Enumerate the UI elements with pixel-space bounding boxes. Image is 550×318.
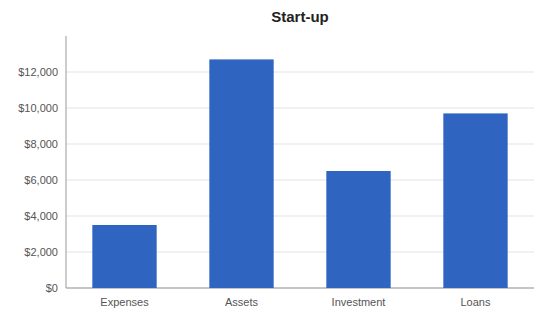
grid-line: [66, 72, 534, 73]
bars: [92, 59, 507, 288]
x-tick-label: Assets: [225, 296, 259, 308]
chart-container: Start-up $0 $2,000 $4,000 $6,000 $8,000 $10,00…: [0, 0, 550, 318]
y-tick-label: $6,000: [24, 174, 58, 186]
grid-line: [66, 108, 534, 109]
chart-svg: Start-up $0 $2,000 $4,000 $6,000 $8,000 $10,00…: [0, 0, 550, 318]
y-tick-label: $0: [46, 282, 58, 294]
y-tick-label: $4,000: [24, 210, 58, 222]
y-axis-line: [66, 36, 67, 288]
bar: [326, 171, 390, 288]
y-tick-label: $8,000: [24, 138, 58, 150]
bar: [443, 113, 507, 288]
bar: [92, 225, 156, 288]
bar: [209, 59, 273, 288]
title: Start-up: [271, 8, 329, 25]
grid: [66, 72, 534, 288]
y-tick-label: $2,000: [24, 246, 58, 258]
x-tick-label: Investment: [332, 296, 386, 308]
y-tick-label: $10,000: [18, 102, 58, 114]
x-tick-label: Expenses: [100, 296, 149, 308]
x-axis-ticks: Expenses Assets Investment Loans: [100, 296, 491, 308]
y-axis-ticks: $0 $2,000 $4,000 $6,000 $8,000 $10,000 $12,000: [18, 66, 58, 294]
x-tick-label: Loans: [461, 296, 491, 308]
y-tick-label: $12,000: [18, 66, 58, 78]
